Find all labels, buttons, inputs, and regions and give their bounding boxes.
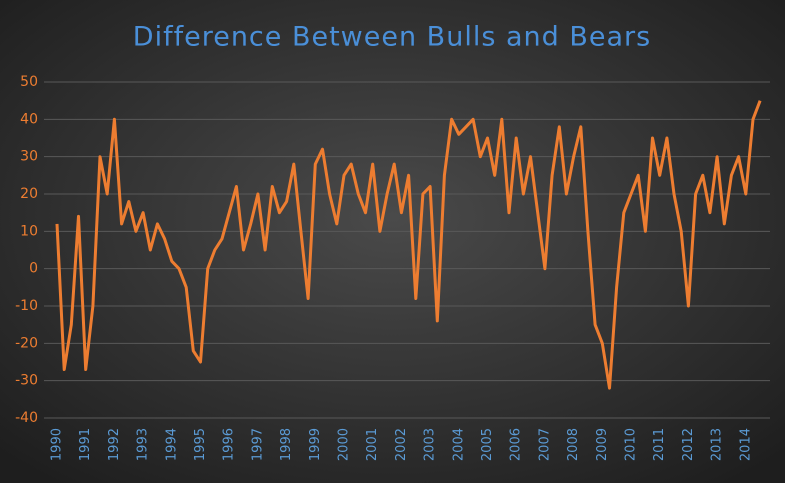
y-tick-label: 20 bbox=[20, 186, 38, 202]
x-tick-label: 2005 bbox=[480, 428, 495, 461]
x-tick-label: 1993 bbox=[136, 428, 151, 461]
x-tick-label: 2003 bbox=[423, 428, 438, 461]
x-tick-label: 1991 bbox=[78, 428, 93, 461]
x-tick-label: 2007 bbox=[537, 428, 552, 461]
y-tick-label: -40 bbox=[15, 410, 38, 426]
y-tick-label: -30 bbox=[15, 373, 38, 389]
x-tick-label: 1992 bbox=[107, 428, 122, 461]
y-tick-label: 40 bbox=[20, 111, 38, 127]
x-tick-label: 2000 bbox=[337, 428, 352, 461]
x-tick-label: 2001 bbox=[365, 428, 380, 461]
y-tick-label: 0 bbox=[29, 261, 38, 277]
x-tick-label: 1994 bbox=[164, 428, 179, 461]
x-tick-label: 2002 bbox=[394, 428, 409, 461]
x-tick-label: 1998 bbox=[279, 428, 294, 461]
x-tick-label: 2010 bbox=[624, 428, 639, 461]
x-tick-label: 2011 bbox=[652, 428, 667, 461]
x-tick-label: 1990 bbox=[50, 428, 65, 461]
x-tick-label: 2006 bbox=[509, 428, 524, 461]
x-tick-label: 2009 bbox=[595, 428, 610, 461]
x-tick-label: 1996 bbox=[222, 428, 237, 461]
y-tick-label: -10 bbox=[15, 298, 38, 314]
x-tick-label: 2012 bbox=[681, 428, 696, 461]
x-tick-label: 2014 bbox=[738, 428, 753, 461]
y-tick-label: 30 bbox=[20, 149, 38, 165]
y-tick-label: 50 bbox=[20, 74, 38, 90]
data-line bbox=[55, 100, 762, 390]
y-tick-label: -20 bbox=[15, 335, 38, 351]
x-tick-label: 2008 bbox=[566, 428, 581, 461]
x-tick-label: 1997 bbox=[250, 428, 265, 461]
x-tick-label: 2013 bbox=[710, 428, 725, 461]
x-tick-label: 2004 bbox=[451, 428, 466, 461]
x-tick-label: 1999 bbox=[308, 428, 323, 461]
chart-title: Difference Between Bulls and Bears bbox=[133, 22, 651, 53]
x-tick-label: 1995 bbox=[193, 428, 208, 461]
y-tick-label: 10 bbox=[20, 223, 38, 239]
